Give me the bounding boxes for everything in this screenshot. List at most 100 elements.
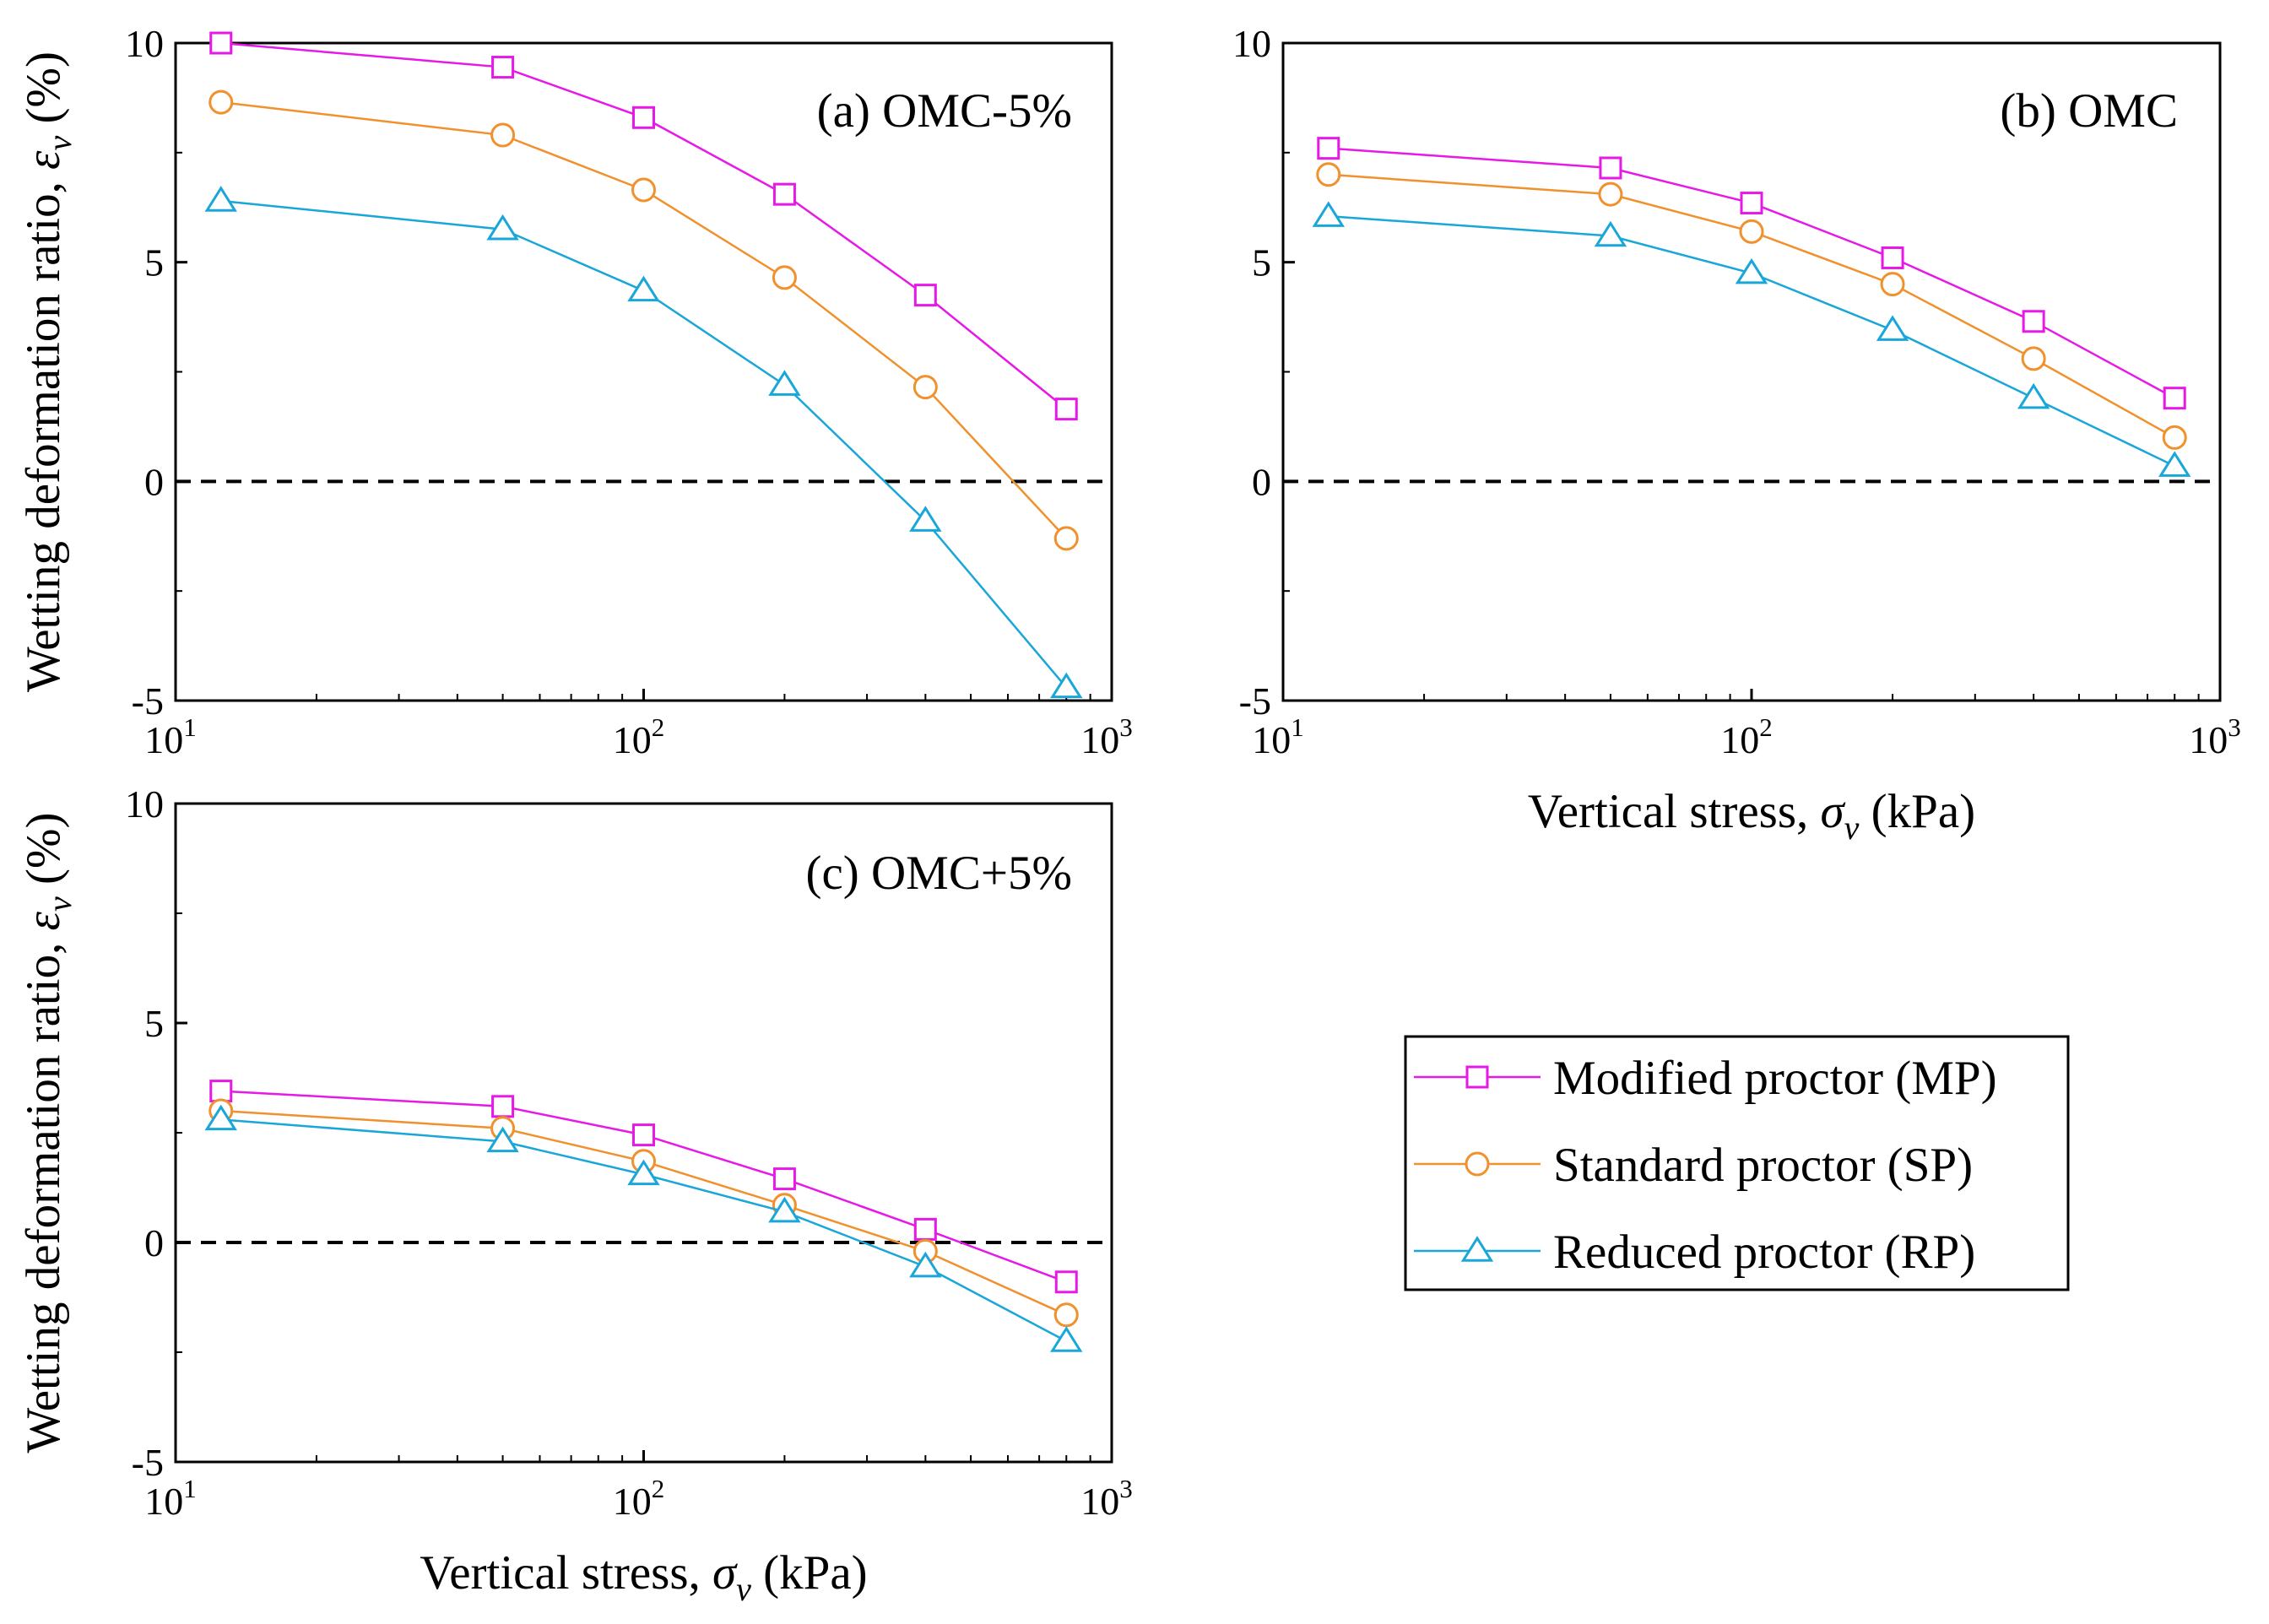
data-point-triangle [1312, 201, 1345, 227]
series-circle [1316, 162, 2187, 450]
data-point-square [913, 1217, 937, 1241]
series-line [220, 1109, 1067, 1316]
plot-frame [1281, 41, 2222, 702]
data-point-triangle [909, 506, 942, 532]
data-point-triangle [627, 1159, 660, 1186]
data-point-circle [772, 265, 797, 290]
plot-frame [174, 41, 1113, 702]
series-line [220, 41, 1068, 410]
data-point-square [632, 1123, 655, 1147]
data-point-square [1054, 1270, 1078, 1294]
legend-marker-triangle [1460, 1236, 1494, 1262]
data-point-square [2022, 310, 2045, 333]
data-point-circle [2162, 425, 2187, 450]
data-point-circle [1880, 272, 1905, 297]
data-point-square [1054, 398, 1078, 421]
series-line [220, 100, 1068, 539]
series-line [220, 1118, 1067, 1343]
data-point-triangle [1050, 672, 1083, 699]
data-point-triangle [1735, 257, 1768, 284]
legend: Modified proctor (MP) Standard proctor (S… [1404, 1035, 2070, 1291]
data-point-square [772, 182, 796, 206]
y-tick-label: 10 [1232, 22, 1271, 65]
data-point-square [1599, 156, 1622, 180]
series-line [1328, 173, 2175, 439]
data-point-square [772, 1167, 796, 1191]
data-point-triangle [2017, 382, 2050, 409]
x-tick-label: 102 [613, 1474, 665, 1523]
series-line [220, 199, 1068, 689]
series-square [1317, 137, 2186, 410]
data-point-square [1740, 192, 1763, 215]
x-axis-title: Vertical stress, σv (kPa) [1528, 785, 1975, 847]
data-point-circle [1316, 162, 1341, 187]
series-circle [208, 89, 1079, 551]
series-triangle [204, 186, 1083, 699]
data-point-triangle [1594, 220, 1627, 247]
legend-label: Standard proctor (SP) [1553, 1139, 1973, 1192]
data-point-square [632, 106, 655, 129]
legend-entry: Standard proctor (SP) [1414, 1139, 1973, 1192]
panel-label: (c) OMC+5% [805, 847, 1072, 900]
data-point-square [1317, 137, 1340, 160]
legend-entry: Modified proctor (MP) [1414, 1052, 1997, 1105]
data-point-circle [490, 122, 516, 148]
x-tick-label: 101 [144, 1474, 197, 1523]
data-point-circle [2021, 346, 2046, 371]
data-point-square [913, 284, 937, 307]
y-tick-label: 0 [144, 1221, 164, 1264]
y-tick-label: -5 [132, 679, 164, 723]
panel-label: (a) OMC-5% [817, 84, 1072, 138]
series-triangle [204, 1104, 1083, 1352]
data-point-triangle [486, 214, 519, 241]
legend-marker-circle [1465, 1151, 1490, 1177]
legend-entry: Reduced proctor (RP) [1414, 1226, 1975, 1279]
data-point-square [491, 1095, 515, 1118]
data-point-triangle [768, 370, 801, 396]
data-point-square [2163, 387, 2186, 410]
legend-marker-square [1465, 1065, 1489, 1089]
data-point-circle [1598, 181, 1623, 207]
data-point-triangle [768, 1196, 801, 1223]
y-tick-label: 5 [144, 241, 164, 284]
data-point-triangle [486, 1126, 519, 1153]
legend-label: Reduced proctor (RP) [1553, 1226, 1975, 1279]
data-point-circle [1739, 219, 1764, 244]
y-axis-title: Wetting deformation ratio, εv (%) [17, 812, 79, 1453]
x-tick-label: 103 [1080, 712, 1133, 761]
data-point-triangle [627, 275, 660, 302]
y-axis-title: Wetting deformation ratio, εv (%) [17, 51, 79, 692]
data-point-square [209, 1080, 233, 1103]
data-point-triangle [204, 1104, 237, 1131]
x-tick-label: 102 [1720, 712, 1773, 761]
x-tick-label: 101 [144, 712, 197, 761]
series-triangle [1312, 201, 2191, 477]
legend-label: Modified proctor (MP) [1553, 1052, 1997, 1105]
y-tick-label: 0 [144, 460, 164, 503]
data-point-circle [1053, 526, 1079, 551]
y-tick-label: 0 [1252, 460, 1271, 503]
data-point-triangle [204, 186, 237, 212]
data-point-triangle [1876, 315, 1909, 341]
series-line [1328, 147, 2175, 399]
x-tick-label: 101 [1252, 712, 1304, 761]
data-point-square [1881, 246, 1904, 269]
y-tick-label: -5 [1239, 679, 1271, 723]
data-point-triangle [1050, 1326, 1083, 1352]
data-point-circle [1053, 1302, 1079, 1328]
series-circle [208, 1098, 1079, 1328]
data-point-triangle [909, 1251, 942, 1278]
y-tick-label: -5 [132, 1441, 164, 1484]
y-tick-label: 10 [125, 22, 164, 65]
series-line [220, 1090, 1067, 1283]
data-point-circle [208, 89, 234, 115]
x-tick-label: 103 [2189, 712, 2241, 761]
data-point-circle [912, 375, 938, 400]
y-tick-label: 5 [1252, 241, 1271, 284]
data-point-triangle [2158, 451, 2191, 477]
y-tick-label: 5 [144, 1002, 164, 1045]
